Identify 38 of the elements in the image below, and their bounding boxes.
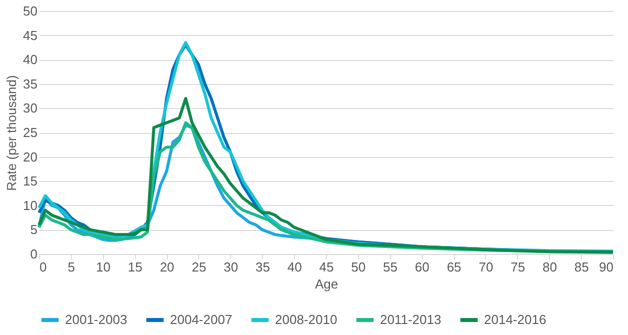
x-tick-label: 65: [446, 260, 462, 274]
y-tick-label: 0: [30, 246, 38, 262]
x-tick-label: 55: [383, 260, 398, 274]
x-tick-label: 0: [40, 260, 47, 274]
x-tick-label: 15: [128, 260, 142, 274]
x-tick-label: 25: [192, 260, 206, 274]
legend-label: 2001-2003: [65, 312, 128, 327]
y-tick-label: 50: [23, 4, 38, 18]
y-tick-label: 20: [23, 149, 38, 164]
y-tick-label: 35: [23, 76, 38, 92]
x-tick-label: 70: [478, 260, 494, 274]
x-tick-label: 90: [599, 260, 614, 274]
y-tick-label: 25: [23, 125, 38, 140]
x-tick-label: 35: [255, 260, 270, 274]
x-tick-label: 45: [319, 260, 334, 274]
x-tick-label: 30: [224, 260, 238, 274]
y-tick-label: 40: [23, 52, 38, 68]
x-tick-label: 50: [351, 260, 366, 274]
x-tick-label: 75: [510, 260, 526, 274]
legend-label: 2004-2007: [170, 312, 232, 327]
legend-label: 2011-2013: [380, 312, 442, 327]
legend-label: 2008-2010: [275, 312, 338, 327]
y-tick-label: 5: [30, 222, 38, 238]
x-tick-label: 60: [414, 260, 430, 274]
x-tick-label: 85: [574, 260, 589, 274]
y-axis-title: Rate (per thousand): [4, 75, 20, 191]
x-tick-label: 20: [160, 260, 174, 274]
x-tick-label: 40: [287, 260, 302, 274]
line-series: [38, 96, 614, 254]
y-tick-label: 15: [23, 174, 38, 189]
x-axis-title: Age: [314, 276, 338, 292]
y-tick-label: 10: [23, 198, 38, 213]
x-tick-label: 80: [542, 260, 557, 274]
y-tick-label: 45: [23, 28, 38, 43]
x-tick-label: 5: [68, 260, 76, 274]
x-tick-label: 10: [96, 260, 111, 274]
legend-label: 2014-2016: [484, 312, 546, 327]
y-tick-label: 30: [23, 100, 38, 116]
